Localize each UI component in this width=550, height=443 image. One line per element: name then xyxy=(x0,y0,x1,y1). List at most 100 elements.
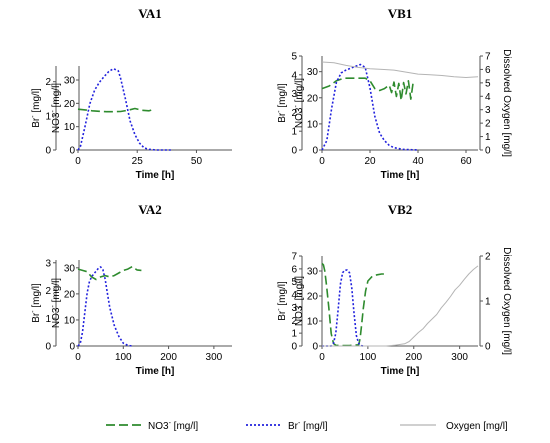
chart-title: VA1 xyxy=(138,6,162,21)
br-tick-label: 0 xyxy=(291,146,297,157)
x-tick-label: 300 xyxy=(451,352,468,363)
x-tick-label: 0 xyxy=(75,156,81,167)
x-tick-label: 50 xyxy=(191,156,203,167)
legend-label-bromide: Br- [mg/l] xyxy=(288,420,328,432)
x-tick-label: 100 xyxy=(360,352,377,363)
legend-label-oxygen: Oxygen [mg/l] xyxy=(446,421,508,432)
oxygen-tick-label: 2 xyxy=(485,119,491,130)
no3-tick-label: 0 xyxy=(69,342,75,353)
bromide-series-line xyxy=(322,269,364,347)
br-tick-label: 4 xyxy=(291,70,297,81)
oxygen-series-line xyxy=(321,61,479,78)
br-tick-label: 3 xyxy=(291,89,297,100)
no3-tick-label: 30 xyxy=(64,76,76,87)
legend: NO3- [mg/l] Br- [mg/l] Oxygen [mg/l] xyxy=(106,420,508,432)
no3-axis-label: NO3- [mg/l] xyxy=(293,276,305,326)
oxygen-axis-label: Dissolved Oxygen [mg/l] xyxy=(501,247,512,355)
br-axis-label: Br- [mg/l] xyxy=(276,281,288,321)
no3-tick-label: 0 xyxy=(312,146,318,157)
br-axis-label: Br- [mg/l] xyxy=(276,83,288,123)
x-axis-label: Time [h] xyxy=(381,170,420,181)
x-tick-label: 300 xyxy=(206,352,223,363)
br-tick-label: 4 xyxy=(291,290,297,301)
nitrate-series-line xyxy=(321,262,384,347)
br-axis-label: Br- [mg/l] xyxy=(30,88,42,128)
x-axis-label: Time [h] xyxy=(136,366,175,377)
no3-tick-label: 30 xyxy=(307,67,319,78)
oxygen-tick-label: 0 xyxy=(485,342,491,353)
br-tick-label: 0 xyxy=(291,342,297,353)
br-tick-label: 0 xyxy=(45,342,51,353)
oxygen-tick-label: 6 xyxy=(485,65,491,76)
no3-tick-label: 10 xyxy=(307,119,319,130)
no3-axis-label: NO3- [mg/l] xyxy=(50,278,62,328)
br-tick-label: 5 xyxy=(291,277,297,288)
chart-title: VA2 xyxy=(138,202,162,217)
x-tick-label: 200 xyxy=(160,352,177,363)
x-tick-label: 60 xyxy=(460,156,472,167)
br-tick-label: 0 xyxy=(45,146,51,157)
bromide-series-line xyxy=(321,63,419,151)
x-tick-label: 100 xyxy=(115,352,132,363)
br-tick-label: 1 xyxy=(45,314,51,325)
no3-tick-label: 30 xyxy=(64,263,76,274)
oxygen-tick-label: 7 xyxy=(485,52,491,63)
oxygen-tick-label: 4 xyxy=(485,92,491,103)
x-tick-label: 40 xyxy=(412,156,424,167)
br-axis-label: Br- [mg/l] xyxy=(30,283,42,323)
x-tick-label: 0 xyxy=(319,352,325,363)
bromide-series-line xyxy=(77,67,173,151)
oxygen-series-line xyxy=(322,265,479,347)
oxygen-tick-label: 0 xyxy=(485,146,491,157)
br-tick-label: 5 xyxy=(291,52,297,63)
x-tick-label: 20 xyxy=(364,156,376,167)
no3-axis-label: NO3- [mg/l] xyxy=(50,83,62,133)
no3-axis-label: NO3- [mg/l] xyxy=(293,78,305,128)
br-tick-label: 2 xyxy=(45,77,51,88)
chart-va1: VA1 0 25 50 Time [h] 0 1 2Br- [mg/l] 0 10 20 30NO3-… xyxy=(30,6,232,181)
nitrate-series-line xyxy=(321,77,414,102)
chart-va2: VA2 0 100 200 300 Time [h] 0 1 2 3 Br- [mg/l] 0 10 20… xyxy=(30,202,232,377)
br-tick-label: 2 xyxy=(45,286,51,297)
no3-tick-label: 10 xyxy=(307,317,319,328)
oxygen-tick-label: 3 xyxy=(485,105,491,116)
no3-tick-label: 10 xyxy=(64,122,76,133)
br-tick-label: 6 xyxy=(291,264,297,275)
br-tick-label: 1 xyxy=(291,329,297,340)
no3-tick-label: 0 xyxy=(69,146,75,157)
nitrate-series-line xyxy=(77,265,142,281)
br-tick-label: 1 xyxy=(45,111,51,122)
no3-tick-label: 10 xyxy=(64,315,76,326)
x-axis-label: Time [h] xyxy=(381,366,420,377)
nitrate-series-line xyxy=(77,107,155,113)
no3-tick-label: 20 xyxy=(64,289,76,300)
x-axis-label: Time [h] xyxy=(136,170,175,181)
x-tick-label: 0 xyxy=(75,352,81,363)
no3-tick-label: 20 xyxy=(307,93,319,104)
no3-tick-label: 20 xyxy=(307,292,319,303)
chart-title: VB1 xyxy=(388,6,413,21)
br-tick-label: 3 xyxy=(45,258,51,269)
no3-tick-label: 0 xyxy=(312,342,318,353)
no3-tick-label: 30 xyxy=(307,267,319,278)
oxygen-tick-label: 1 xyxy=(485,297,491,308)
br-tick-label: 2 xyxy=(291,316,297,327)
br-tick-label: 2 xyxy=(291,108,297,119)
oxygen-axis-label: Dissolved Oxygen [mg/l] xyxy=(501,49,512,157)
x-tick-label: 0 xyxy=(319,156,325,167)
oxygen-tick-label: 5 xyxy=(485,78,491,89)
br-tick-label: 7 xyxy=(291,252,297,263)
x-tick-label: 25 xyxy=(132,156,144,167)
x-tick-label: 200 xyxy=(405,352,422,363)
oxygen-tick-label: 2 xyxy=(485,252,491,263)
oxygen-tick-label: 1 xyxy=(485,132,491,143)
br-tick-label: 1 xyxy=(291,127,297,138)
bromide-series-line xyxy=(77,266,133,347)
br-tick-label: 3 xyxy=(291,303,297,314)
legend-label-nitrate: NO3- [mg/l] xyxy=(148,420,198,432)
chart-title: VB2 xyxy=(388,202,413,217)
no3-tick-label: 20 xyxy=(64,99,76,110)
